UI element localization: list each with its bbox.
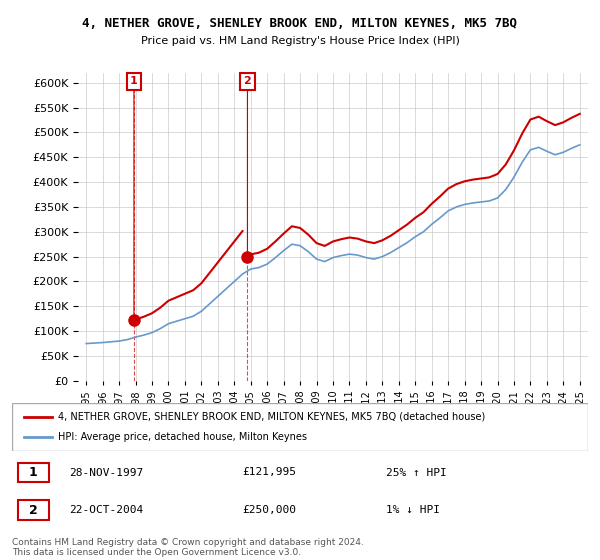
Text: 22-OCT-2004: 22-OCT-2004 [70,505,144,515]
Text: 1% ↓ HPI: 1% ↓ HPI [386,505,440,515]
Text: 2: 2 [29,504,38,517]
Text: HPI: Average price, detached house, Milton Keynes: HPI: Average price, detached house, Milt… [58,432,307,442]
Text: 4, NETHER GROVE, SHENLEY BROOK END, MILTON KEYNES, MK5 7BQ: 4, NETHER GROVE, SHENLEY BROOK END, MILT… [83,17,517,30]
FancyBboxPatch shape [18,501,49,520]
Text: £250,000: £250,000 [242,505,296,515]
Text: Contains HM Land Registry data © Crown copyright and database right 2024.
This d: Contains HM Land Registry data © Crown c… [12,538,364,557]
FancyBboxPatch shape [18,463,49,482]
Text: 28-NOV-1997: 28-NOV-1997 [70,468,144,478]
Text: £121,995: £121,995 [242,468,296,478]
Text: Price paid vs. HM Land Registry's House Price Index (HPI): Price paid vs. HM Land Registry's House … [140,36,460,46]
FancyBboxPatch shape [12,403,588,451]
Text: 1: 1 [130,76,138,86]
Text: 4, NETHER GROVE, SHENLEY BROOK END, MILTON KEYNES, MK5 7BQ (detached house): 4, NETHER GROVE, SHENLEY BROOK END, MILT… [58,412,485,422]
Text: 2: 2 [244,76,251,86]
Text: 25% ↑ HPI: 25% ↑ HPI [386,468,447,478]
Text: 1: 1 [29,466,38,479]
